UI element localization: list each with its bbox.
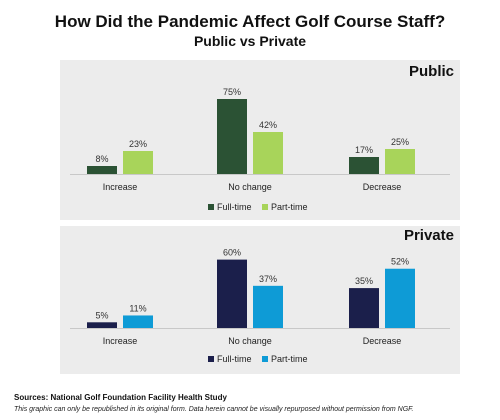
public-category-label: Increase: [103, 182, 138, 192]
private-bar-chart: Private 5% 11% Increase 60% 37% No change 35% 52…: [70, 227, 454, 364]
public-data-label: 75%: [223, 87, 241, 97]
private-bar-part-time-decrease: [385, 268, 415, 328]
public-bar-full-time-no-change: [217, 99, 247, 174]
public-bar-part-time-increase: [123, 151, 153, 174]
public-data-label: 17%: [355, 145, 373, 155]
private-data-label: 35%: [355, 276, 373, 286]
public-category-label: No change: [228, 182, 272, 192]
private-bar-part-time-no-change: [253, 285, 283, 328]
chart-title: How Did the Pandemic Affect Golf Course …: [54, 12, 446, 31]
public-bar-full-time-decrease: [349, 157, 379, 174]
public-legend-swatch-full-time: [208, 204, 214, 210]
public-bar-chart: Public 8% 23% Increase 75% 42% No change 17% 25%…: [70, 63, 454, 212]
private-legend-swatch-full-time: [208, 356, 214, 362]
chart-subtitle: Public vs Private: [193, 33, 307, 49]
private-bar-full-time-no-change: [217, 259, 247, 328]
private-chart-panel: Private 5% 11% Increase 60% 37% No change 35% 52…: [60, 226, 460, 374]
private-category-label: No change: [228, 336, 272, 346]
private-panel-title: Private: [404, 227, 454, 244]
public-legend-label-full-time: Full-time: [217, 202, 252, 212]
public-data-label: 23%: [129, 139, 147, 149]
private-legend-swatch-part-time: [262, 356, 268, 362]
private-bar-full-time-decrease: [349, 288, 379, 328]
public-data-label: 8%: [95, 154, 108, 164]
private-data-label: 11%: [129, 303, 146, 313]
public-bar-part-time-no-change: [253, 132, 283, 174]
private-bar-full-time-increase: [87, 322, 117, 328]
public-data-label: 42%: [259, 120, 277, 130]
private-data-label: 52%: [391, 257, 409, 267]
public-panel-title: Public: [409, 63, 454, 80]
private-data-label: 60%: [223, 248, 241, 258]
public-legend-label-part-time: Part-time: [271, 202, 308, 212]
public-bar-part-time-decrease: [385, 149, 415, 174]
private-bar-part-time-increase: [123, 315, 153, 328]
private-legend-label-full-time: Full-time: [217, 354, 252, 364]
public-legend-swatch-part-time: [262, 204, 268, 210]
private-legend-label-part-time: Part-time: [271, 354, 308, 364]
source-note: Sources: National Golf Foundation Facili…: [14, 393, 227, 402]
public-chart-panel: Public 8% 23% Increase 75% 42% No change 17% 25%…: [60, 60, 460, 220]
private-data-label: 37%: [259, 274, 277, 284]
public-bar-full-time-increase: [87, 166, 117, 174]
private-data-label: 5%: [95, 310, 108, 320]
disclaimer-note: This graphic can only be republished in …: [14, 406, 414, 413]
private-category-label: Decrease: [363, 336, 402, 346]
private-category-label: Increase: [103, 336, 138, 346]
public-data-label: 25%: [391, 137, 409, 147]
public-category-label: Decrease: [363, 182, 402, 192]
